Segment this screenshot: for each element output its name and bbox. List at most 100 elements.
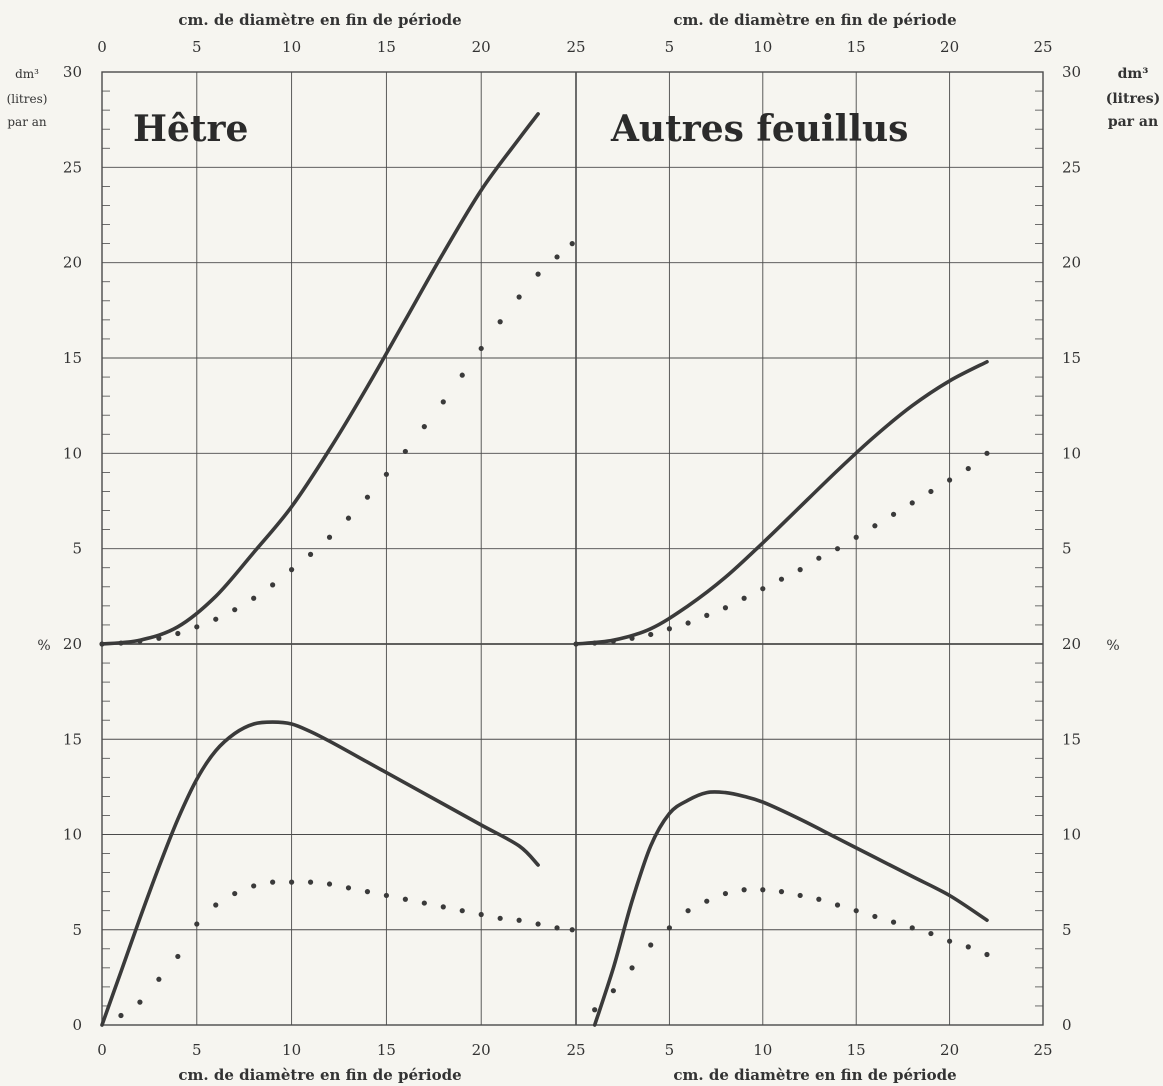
series-point-lower_panel-0: [383, 892, 389, 899]
series-point-lower_panel-1: [648, 942, 654, 948]
series-point-upper_panel-0: [156, 635, 162, 641]
y-tick-label-lower-right: 15: [1062, 730, 1081, 748]
series-point-upper_panel-0: [364, 494, 371, 500]
series-point-lower_panel-0: [345, 885, 352, 891]
x-tick-label-top: 0: [97, 38, 107, 56]
y-tick-label-upper-left: 30: [63, 63, 82, 81]
panel-title-hetre: Hêtre: [133, 108, 248, 150]
x-tick-label-bottom: 5: [665, 1041, 675, 1059]
series-point-upper_panel-1: [722, 605, 729, 611]
series-point-lower_panel-0: [326, 881, 333, 887]
left-unit-line-1: dm³: [15, 67, 39, 81]
series-point-lower_panel-0: [270, 879, 276, 885]
series-point-lower_panel-1: [741, 887, 747, 893]
y-tick-label-upper-left: 15: [63, 349, 82, 367]
x-tick-label-bottom: 10: [753, 1041, 772, 1059]
percent-label-left: %: [37, 638, 50, 654]
series-point-lower_panel-0: [156, 976, 162, 982]
series-point-lower_panel-1: [909, 925, 915, 931]
y-tick-label-lower-left: 15: [63, 730, 82, 748]
bottom-xlabel-left: cm. de diamètre en fin de période: [178, 1066, 461, 1084]
y-tick-label-upper-right: 30: [1062, 63, 1081, 81]
series-point-upper_panel-1: [666, 626, 673, 632]
right-unit-line-1: dm³: [1118, 66, 1149, 82]
right-unit-line-2: (litres): [1106, 91, 1161, 107]
series-point-lower_panel-0: [440, 904, 446, 910]
series-point-lower_panel-0: [251, 883, 257, 889]
series-point-lower_panel-1: [890, 919, 897, 925]
series-point-lower_panel-1: [778, 889, 785, 895]
y-tick-label-upper-right: 20: [1062, 254, 1081, 272]
axis-labels: cm. de diamètre en fin de période cm. de…: [7, 11, 1161, 1084]
series-point-lower_panel-0: [364, 889, 371, 895]
y-tick-label-upper-right: 5: [1062, 540, 1072, 558]
series-point-lower_panel-1: [872, 913, 878, 920]
series-point-upper_panel-0: [289, 567, 295, 573]
series-point-upper_panel-1: [592, 640, 598, 646]
y-tick-label-upper-left: 5: [72, 540, 82, 558]
series-point-upper_panel-0: [251, 595, 257, 601]
series-point-upper_panel-1: [872, 523, 878, 529]
series-point-upper_panel-1: [816, 555, 822, 561]
percent-label-right: %: [1106, 638, 1119, 654]
series-point-upper_panel-0: [345, 515, 352, 521]
x-tick-label-top: 10: [753, 38, 772, 56]
series-point-upper_panel-0: [270, 582, 276, 588]
series-point-upper_panel-1: [741, 595, 747, 601]
series-point-upper_panel-0: [554, 254, 560, 260]
top-xlabel-right: cm. de diamètre en fin de période: [673, 11, 956, 29]
series-line-lower_panel-0: [100, 720, 540, 1027]
series-point-lower_panel-0: [554, 925, 560, 931]
y-tick-label-upper-right: 15: [1062, 349, 1081, 367]
series-point-lower_panel-0: [232, 890, 238, 897]
x-tick-label-bottom: 5: [192, 1041, 202, 1059]
series-point-lower_panel-0: [421, 900, 427, 906]
series-point-upper_panel-1: [928, 488, 934, 495]
series-point-upper_panel-0: [497, 319, 503, 325]
series-point-lower_panel-1: [834, 902, 841, 908]
series-point-lower_panel-0: [569, 927, 575, 933]
x-tick-label-bottom: 15: [847, 1041, 866, 1059]
series-point-lower_panel-0: [497, 915, 503, 921]
y-tick-label-upper-left: 20: [63, 254, 82, 272]
top-xlabel-left: cm. de diamètre en fin de période: [178, 11, 461, 29]
series-point-lower_panel-1: [704, 898, 710, 904]
series-point-lower_panel-0: [213, 902, 219, 908]
x-tick-label-bottom: 10: [282, 1041, 301, 1059]
series-point-upper_panel-1: [965, 465, 971, 472]
series-point-upper_panel-1: [648, 631, 654, 638]
series-point-upper_panel-1: [853, 534, 859, 540]
x-tick-label-top: 15: [847, 38, 866, 56]
series-point-lower_panel-1: [629, 965, 635, 971]
x-tick-label-top: 15: [377, 38, 396, 56]
series-line-upper_panel-1: [574, 360, 989, 646]
series-point-lower_panel-1: [965, 944, 971, 950]
y-tick-label-lower-right: 5: [1062, 921, 1072, 939]
series-point-upper_panel-0: [478, 345, 484, 352]
series-point-lower_panel-1: [722, 890, 729, 897]
y-tick-label-lower-left: 10: [63, 826, 82, 844]
series-point-lower_panel-1: [592, 1007, 598, 1013]
series-line-upper_panel-0: [100, 112, 540, 646]
series-point-upper_panel-1: [797, 567, 803, 573]
series-point-lower_panel-1: [797, 892, 803, 899]
series-point-upper_panel-0: [118, 640, 124, 646]
series-point-upper_panel-0: [459, 372, 465, 378]
y-tick-label-lower-right: 20: [1062, 635, 1081, 653]
series-point-upper_panel-0: [175, 630, 181, 637]
series-point-lower_panel-0: [289, 879, 295, 885]
x-tick-label-bottom: 15: [377, 1041, 396, 1059]
series-point-upper_panel-0: [232, 607, 238, 613]
series-point-lower_panel-0: [516, 917, 522, 923]
series-point-lower_panel-0: [194, 921, 200, 927]
series-point-upper_panel-0: [402, 448, 408, 455]
y-tick-label-lower-left: 0: [72, 1016, 82, 1034]
y-tick-label-upper-left: 10: [63, 444, 82, 462]
x-tick-label-bottom: 0: [97, 1041, 107, 1059]
x-tick-label-bottom: 25: [566, 1041, 585, 1059]
y-tick-label-upper-left: 25: [63, 158, 82, 176]
series-point-upper_panel-0: [326, 534, 333, 540]
series-point-lower_panel-1: [947, 938, 953, 944]
